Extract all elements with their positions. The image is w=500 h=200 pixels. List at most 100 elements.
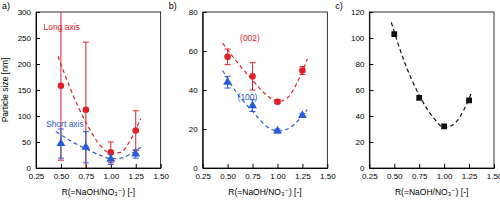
y-axis: 050100150200250300	[18, 8, 40, 173]
y-tick-mark	[369, 168, 373, 169]
y-tick-mark	[203, 12, 207, 13]
y-axis-title: Particle size [nm]	[0, 58, 10, 123]
x-tick-label: 0.50	[220, 172, 236, 181]
y-tick-mark	[203, 90, 207, 91]
panel: 0.250.500.751.001.251.500501001502002503…	[0, 1, 169, 197]
x-tick: 0.75	[245, 164, 261, 181]
y-tick-label: 200	[18, 60, 32, 69]
y-tick: 120	[351, 8, 373, 17]
y-tick: 80	[355, 60, 373, 69]
x-tick-label: 1.00	[437, 172, 453, 181]
y-tick: 40	[355, 112, 373, 121]
error-bar-cap	[83, 131, 89, 132]
series-label: Short axis	[46, 119, 84, 129]
x-tick: 1.50	[153, 164, 169, 181]
fit-line	[56, 132, 141, 159]
panel-title: c)	[335, 1, 343, 11]
error-bar	[225, 49, 231, 65]
error-bar-cap	[250, 90, 256, 91]
x-tick-mark	[161, 164, 162, 168]
y-axis: 020406080100120	[351, 8, 373, 173]
series-label: Long axis	[43, 22, 79, 32]
figure: 0.250.500.751.001.251.500501001502002503…	[0, 0, 500, 200]
data-point	[441, 123, 447, 129]
data-point	[58, 83, 65, 90]
data-point	[273, 126, 282, 134]
y-tick-mark	[36, 90, 40, 91]
y-tick-mark	[369, 90, 373, 91]
x-tick-label: 0.75	[79, 172, 95, 181]
y-tick: 0	[193, 164, 206, 173]
plot-frame	[36, 12, 161, 168]
fit-line	[58, 56, 141, 153]
y-tick: 100	[351, 34, 373, 43]
x-tick-label: 0.25	[195, 172, 211, 181]
data-point	[299, 67, 306, 74]
x-tick-mark	[302, 164, 303, 168]
y-tick-mark	[369, 142, 373, 143]
x-axis: 0.25 0.50 0.75 1.00 1.25 1.50	[362, 164, 500, 181]
y-tick-label: 60	[189, 47, 198, 56]
x-tick-label: 0.25	[362, 172, 378, 181]
plot-frame	[203, 12, 328, 168]
x-tick: 1.25	[128, 164, 144, 181]
data-point	[83, 106, 90, 113]
x-tick: 0.75	[79, 164, 95, 181]
x-tick: 0.50	[387, 164, 403, 181]
y-tick-mark	[36, 12, 40, 13]
y-tick-label: 80	[189, 8, 198, 17]
error-bar	[299, 67, 305, 75]
plot-frame	[369, 12, 494, 168]
fit-line	[223, 43, 308, 101]
panel: 0.250.500.751.001.251.50020406080(002)(1…	[169, 1, 336, 197]
x-tick-label: 1.00	[104, 172, 120, 181]
x-tick-label: 0.75	[245, 172, 261, 181]
marks	[223, 43, 308, 133]
y-tick-label: 40	[355, 112, 364, 121]
y-tick-label: 0	[360, 164, 365, 173]
marks	[56, 12, 141, 168]
series-label: (100)	[238, 92, 258, 102]
x-axis-line	[37, 168, 162, 169]
x-tick-label: 0.50	[387, 172, 403, 181]
panel: 0.250.500.751.001.251.50020406080100120c…	[335, 1, 500, 197]
x-axis: 0.250.500.751.001.251.50	[195, 164, 336, 181]
y-tick: 80	[189, 8, 207, 17]
x-axis-line	[203, 168, 328, 169]
x-tick-label: 0.75	[412, 172, 428, 181]
x-tick-label: 1.50	[153, 172, 169, 181]
error-bar-cap	[58, 160, 64, 161]
y-tick-mark	[369, 38, 373, 39]
x-tick-mark	[469, 164, 470, 168]
panel-title: a)	[2, 1, 10, 11]
x-tick: 1.50	[320, 164, 336, 181]
error-bar-cap	[83, 42, 89, 43]
x-tick-mark	[444, 164, 445, 168]
y-tick-mark	[203, 168, 207, 169]
error-bar-cap	[108, 164, 114, 165]
fit-line	[391, 22, 471, 127]
error-bar-cap	[108, 142, 114, 143]
y-tick: 100	[18, 112, 40, 121]
x-tick-mark	[327, 164, 328, 168]
error-bar-cap	[83, 162, 89, 163]
y-tick-label: 120	[351, 8, 365, 17]
marks	[391, 22, 472, 129]
x-tick-mark	[253, 164, 254, 168]
x-tick: 1.00	[437, 164, 453, 181]
error-bar-cap	[299, 74, 305, 75]
x-tick: 1.50	[487, 164, 500, 181]
y-tick: 60	[189, 47, 207, 56]
x-tick-label: 1.50	[320, 172, 336, 181]
y-tick: 50	[22, 138, 40, 147]
y-tick-mark	[203, 129, 207, 130]
y-tick-label: 20	[189, 125, 198, 134]
x-tick-label: 1.50	[487, 172, 500, 181]
y-tick: 60	[355, 86, 373, 95]
y-tick: 0	[27, 164, 40, 173]
x-axis-title: R(=NaOH/NO₃⁻) [-]	[395, 187, 468, 197]
y-tick-mark	[36, 168, 40, 169]
x-tick: 1.25	[462, 164, 478, 181]
panel-title: b)	[169, 1, 177, 11]
x-tick-mark	[277, 164, 278, 168]
